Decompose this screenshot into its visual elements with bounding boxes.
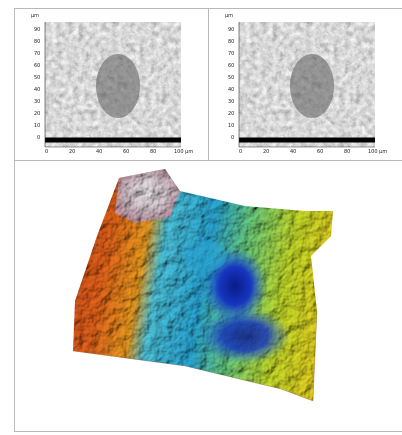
left-y-tick: 10 [34, 123, 41, 129]
right-sem-panel: µm 90 80 70 60 50 40 30 20 10 0 0 20 40 … [212, 10, 402, 160]
right-x-tick: 40 [290, 149, 297, 155]
right-y-tick: 90 [228, 27, 235, 33]
left-sem-micrograph [44, 22, 181, 148]
left-x-tick: 40 [96, 149, 103, 155]
left-sem-panel: µm 90 80 70 60 50 40 30 20 10 0 0 20 40 … [18, 10, 208, 160]
right-y-tick: 40 [228, 87, 235, 93]
left-x-tick: 100 µm [174, 149, 194, 155]
right-y-tick: 0 [231, 135, 235, 141]
left-y-tick: 40 [34, 87, 41, 93]
right-x-tick: 20 [263, 149, 270, 155]
left-y-tick: 50 [34, 75, 41, 81]
right-x-tick: 60 [317, 149, 324, 155]
right-x-tick: 80 [344, 149, 351, 155]
left-y-tick: 20 [34, 111, 41, 117]
left-y-tick: 30 [34, 99, 41, 105]
left-unit-label: µm [31, 13, 40, 19]
right-x-tick: 0 [239, 149, 243, 155]
left-y-tick: 80 [34, 39, 41, 45]
left-y-tick: 70 [34, 51, 41, 57]
right-sem-micrograph [238, 22, 375, 148]
left-x-tick: 60 [123, 149, 130, 155]
left-y-tick: 0 [37, 135, 41, 141]
left-x-tick: 80 [150, 149, 157, 155]
left-x-tick: 0 [45, 149, 49, 155]
right-y-tick: 50 [228, 75, 235, 81]
right-y-tick: 60 [228, 63, 235, 69]
topography-3d-surface [72, 169, 333, 402]
right-y-tick: 10 [228, 123, 235, 129]
vertical-divider [208, 8, 209, 160]
right-y-tick: 80 [228, 39, 235, 45]
left-x-tick: 20 [69, 149, 76, 155]
horizontal-divider [14, 160, 402, 161]
right-y-tick: 70 [228, 51, 235, 57]
right-y-tick: 20 [228, 111, 235, 117]
left-y-tick: 60 [34, 63, 41, 69]
left-y-tick: 90 [34, 27, 41, 33]
right-y-tick: 30 [228, 99, 235, 105]
right-unit-label: µm [225, 13, 234, 19]
topography-3d-panel [15, 161, 402, 431]
right-x-tick: 100 µm [368, 149, 388, 155]
